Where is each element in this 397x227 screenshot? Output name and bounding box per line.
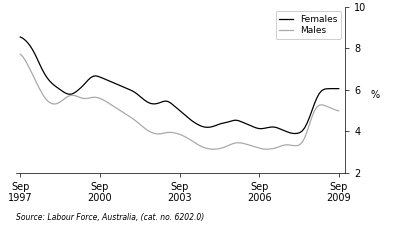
- Males: [336, 109, 341, 112]
- Females: [115, 83, 120, 86]
- Males: [18, 53, 23, 56]
- Females: [336, 87, 341, 90]
- Females: [57, 88, 62, 90]
- Males: [125, 114, 130, 116]
- Males: [276, 146, 280, 148]
- Legend: Females, Males: Females, Males: [276, 11, 341, 39]
- Males: [264, 148, 268, 151]
- Females: [273, 126, 278, 129]
- Females: [276, 127, 280, 129]
- Y-axis label: %: %: [370, 90, 380, 100]
- Females: [44, 76, 49, 79]
- Males: [44, 99, 49, 102]
- Line: Males: Males: [20, 54, 339, 149]
- Males: [57, 101, 62, 104]
- Males: [278, 145, 283, 148]
- Line: Females: Females: [20, 37, 339, 133]
- Males: [115, 107, 120, 110]
- Females: [293, 132, 297, 135]
- Females: [125, 87, 130, 90]
- Text: Source: Labour Force, Australia, (cat. no. 6202.0): Source: Labour Force, Australia, (cat. n…: [16, 213, 204, 222]
- Females: [18, 36, 23, 38]
